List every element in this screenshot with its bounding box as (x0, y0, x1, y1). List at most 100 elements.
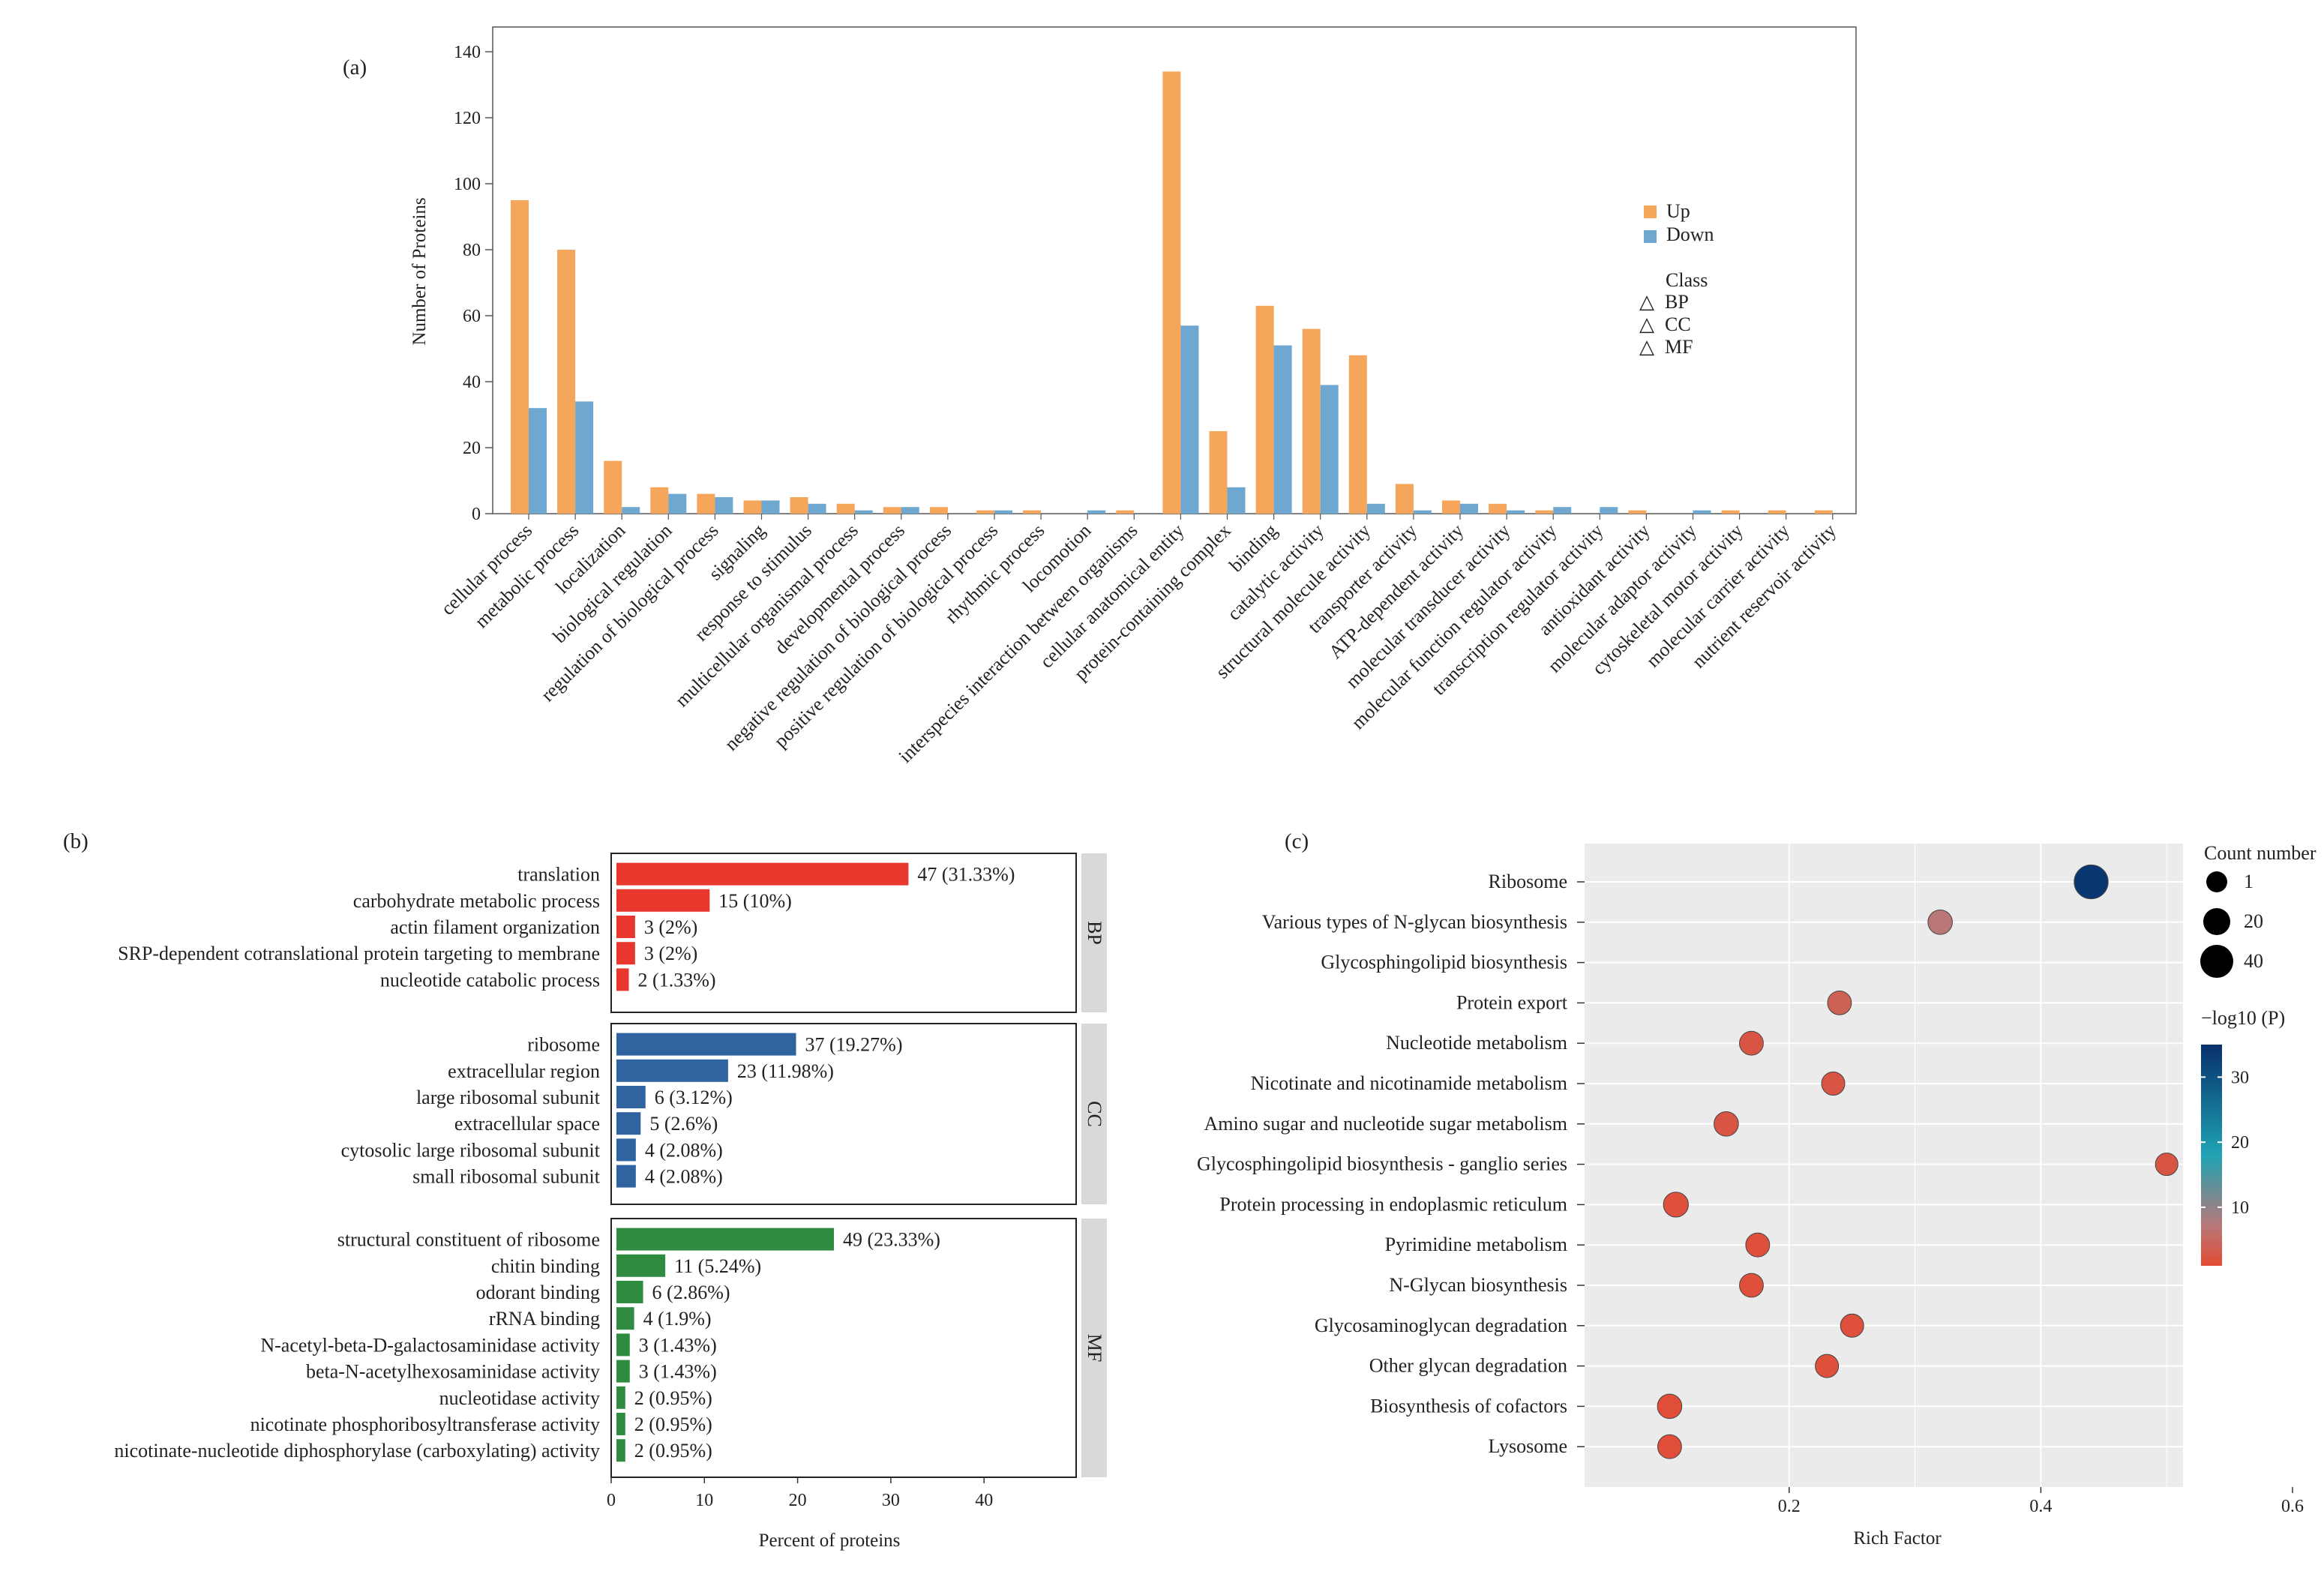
term-label: nicotinate-nucleotide diphosphorylase (c… (114, 1440, 600, 1462)
term-label: structural constituent of ribosome (337, 1229, 600, 1251)
bar-value-label: 2 (1.33%) (638, 969, 716, 991)
panel-c-legend: Count number 1 20 40 −log10 (P) 10 20 30 (2200, 842, 2317, 1266)
panel-b-x-axis-label: Percent of proteins (759, 1531, 901, 1551)
bar-up (1628, 510, 1647, 514)
pathway-dot (1827, 990, 1852, 1015)
pathway-label: Glycosphingolipid biosynthesis - ganglio… (1197, 1153, 1567, 1175)
panel-b-label: (b) (63, 829, 88, 853)
term-label: extracellular space (454, 1113, 600, 1135)
term-label: SRP-dependent cotranslational protein ta… (118, 943, 600, 964)
percent-bar (616, 1254, 666, 1277)
size-legend-dot (2206, 871, 2227, 892)
bar-down (1600, 507, 1618, 514)
bar-value-label: 4 (2.08%) (645, 1139, 723, 1161)
legend-cc-triangle-icon: △ (1639, 313, 1654, 335)
bar-down (1320, 385, 1339, 514)
panel-c-x-axis-label: Rich Factor (1853, 1528, 1942, 1549)
size-legend-label: 40 (2244, 950, 2263, 972)
y-tick-label: 140 (454, 43, 481, 62)
pathway-label: Other glycan degradation (1369, 1355, 1567, 1377)
term-label: small ribosomal subunit (412, 1166, 601, 1188)
bar-up (1442, 500, 1460, 514)
bar-value-label: 4 (2.08%) (645, 1166, 723, 1188)
color-legend-gradient-bar (2201, 1045, 2222, 1266)
bar-up (1162, 71, 1181, 514)
bar-down (994, 510, 1012, 514)
bar-down (1366, 503, 1385, 514)
pathway-dot (1927, 910, 1953, 935)
color-legend-tick-label: 20 (2231, 1133, 2249, 1153)
percent-bar (616, 1059, 728, 1082)
percent-bar (616, 1386, 625, 1409)
percent-bar (616, 968, 629, 991)
panel-a-label: (a) (343, 55, 367, 79)
pathway-label: Nucleotide metabolism (1386, 1032, 1567, 1054)
term-label: rRNA binding (489, 1308, 600, 1330)
bar-up (836, 503, 855, 514)
panel-a-y-axis-label: Number of Proteins (409, 197, 430, 345)
bar-down (1087, 510, 1106, 514)
pathway-label: Glycosphingolipid biosynthesis (1321, 952, 1567, 973)
panel-a-grouped-bar-chart: (a) Number of Proteins 0 20 40 60 80 100 120 14… (343, 26, 1857, 767)
bar-up (1768, 510, 1786, 514)
term-label: cytosolic large ribosomal subunit (341, 1139, 601, 1161)
bar-down (1413, 510, 1432, 514)
legend-down-label: Down (1666, 223, 1714, 245)
y-tick-label: 20 (463, 439, 481, 458)
bar-up (1302, 328, 1321, 514)
bar-up (697, 493, 715, 514)
x-tick-label: 0 (607, 1491, 616, 1510)
facet-strip-label: BP (1084, 921, 1105, 945)
pathway-dot (1745, 1232, 1771, 1258)
pathway-dot (1714, 1111, 1739, 1137)
pathway-dot (1821, 1072, 1846, 1096)
panel-a-legend: Up Down Class △ BP △ CC △ MF (1639, 200, 1714, 358)
panel-b-horizontal-bar-chart: (b) BP translation 47 (31.33%) carbohydrate… (63, 829, 1107, 1551)
percent-bar (616, 1439, 625, 1462)
facet-strip (1081, 853, 1107, 1012)
percent-bar (616, 1281, 643, 1303)
legend-cc-label: CC (1665, 313, 1691, 335)
percent-bar (616, 942, 635, 965)
facet-bp: BP translation 47 (31.33%) carbohydrate met… (118, 853, 1107, 1013)
bar-up (1535, 510, 1554, 514)
pathway-dot (2155, 1153, 2179, 1177)
percent-bar (616, 1086, 646, 1108)
term-label: chitin binding (491, 1255, 600, 1277)
bar-value-label: 37 (19.27%) (805, 1034, 903, 1056)
term-label: carbohydrate metabolic process (353, 890, 600, 912)
panel-c-plot-background (1585, 844, 2183, 1487)
legend-down-swatch (1644, 230, 1657, 243)
legend-mf-label: MF (1665, 336, 1693, 358)
legend-mf-triangle-icon: △ (1639, 336, 1654, 358)
bar-value-label: 15 (10%) (718, 890, 791, 912)
legend-bp-label: BP (1665, 291, 1689, 313)
bar-value-label: 6 (3.12%) (655, 1087, 733, 1108)
pathway-dot (1739, 1273, 1764, 1298)
pathway-label: Glycosaminoglycan degradation (1315, 1315, 1567, 1336)
y-tick-label: 80 (463, 241, 481, 260)
y-tick-label: 40 (463, 373, 481, 392)
bar-value-label: 2 (0.95%) (634, 1387, 712, 1409)
size-legend-label: 1 (2244, 871, 2254, 892)
x-tick-label: 10 (695, 1491, 713, 1510)
facet-frame (610, 1218, 1077, 1478)
percent-bar (616, 1165, 636, 1188)
bar-down (1693, 510, 1711, 514)
percent-bar (616, 889, 710, 912)
x-tick-label: 0.6 (2281, 1497, 2304, 1516)
bar-up (929, 507, 948, 514)
percent-bar (616, 1307, 634, 1330)
bar-value-label: 23 (11.98%) (737, 1060, 834, 1082)
size-legend-dot (2203, 908, 2230, 935)
legend-up-label: Up (1666, 200, 1690, 222)
facet-mf: MF structural constituent of ribosome 49 (… (114, 1218, 1107, 1478)
pathway-dot (1663, 1192, 1689, 1218)
pathway-label: N-Glycan biosynthesis (1389, 1274, 1567, 1296)
bar-value-label: 4 (1.9%) (643, 1308, 712, 1330)
y-tick-label: 60 (463, 307, 481, 326)
bar-up (1209, 431, 1228, 514)
panel-c-label: (c) (1285, 829, 1309, 853)
legend-class-title: Class (1666, 269, 1708, 291)
